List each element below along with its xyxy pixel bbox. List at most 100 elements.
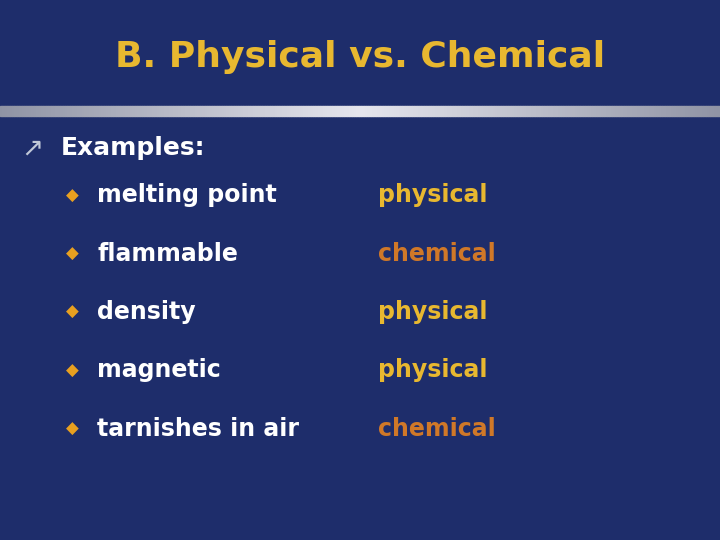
Bar: [212, 106, 215, 116]
Bar: [590, 106, 593, 116]
Bar: [200, 106, 202, 116]
Bar: [383, 106, 385, 116]
Bar: [7, 106, 9, 116]
Bar: [330, 106, 333, 116]
Bar: [238, 106, 240, 116]
Bar: [171, 106, 174, 116]
Bar: [546, 106, 549, 116]
Bar: [142, 106, 145, 116]
Bar: [277, 106, 279, 116]
Text: physical: physical: [378, 184, 487, 207]
Bar: [542, 106, 544, 116]
Bar: [130, 106, 132, 116]
Bar: [178, 106, 181, 116]
Bar: [573, 106, 575, 116]
Text: ◆: ◆: [66, 420, 78, 438]
Bar: [614, 106, 616, 116]
Bar: [715, 106, 718, 116]
Bar: [518, 106, 520, 116]
Bar: [474, 106, 477, 116]
Bar: [354, 106, 356, 116]
Bar: [306, 106, 308, 116]
Bar: [438, 106, 441, 116]
Bar: [477, 106, 480, 116]
Bar: [96, 106, 99, 116]
Bar: [240, 106, 243, 116]
Bar: [60, 106, 63, 116]
Bar: [602, 106, 604, 116]
Bar: [243, 106, 246, 116]
Bar: [436, 106, 438, 116]
Bar: [224, 106, 226, 116]
Bar: [104, 106, 106, 116]
Bar: [376, 106, 378, 116]
Bar: [251, 106, 253, 116]
Text: chemical: chemical: [378, 417, 496, 441]
Bar: [292, 106, 294, 116]
Bar: [299, 106, 301, 116]
Bar: [313, 106, 315, 116]
Bar: [359, 106, 361, 116]
Bar: [385, 106, 387, 116]
Bar: [395, 106, 397, 116]
Bar: [412, 106, 414, 116]
Bar: [270, 106, 272, 116]
Bar: [36, 106, 39, 116]
Bar: [552, 106, 554, 116]
Bar: [347, 106, 349, 116]
Bar: [335, 106, 337, 116]
Bar: [195, 106, 197, 116]
Bar: [513, 106, 516, 116]
Bar: [392, 106, 395, 116]
Text: physical: physical: [378, 359, 487, 382]
Bar: [152, 106, 154, 116]
Bar: [523, 106, 525, 116]
Bar: [670, 106, 672, 116]
Bar: [315, 106, 318, 116]
Bar: [24, 106, 27, 116]
Bar: [703, 106, 706, 116]
Bar: [660, 106, 662, 116]
Bar: [634, 106, 636, 116]
Bar: [464, 106, 467, 116]
Bar: [132, 106, 135, 116]
Bar: [364, 106, 366, 116]
Bar: [210, 106, 212, 116]
Bar: [582, 106, 585, 116]
Bar: [127, 106, 130, 116]
Bar: [17, 106, 19, 116]
Bar: [455, 106, 457, 116]
Bar: [571, 106, 573, 116]
Bar: [138, 106, 140, 116]
Text: magnetic: magnetic: [97, 359, 221, 382]
Bar: [544, 106, 546, 116]
Bar: [469, 106, 472, 116]
Bar: [616, 106, 619, 116]
Bar: [657, 106, 660, 116]
Bar: [387, 106, 390, 116]
Bar: [14, 106, 17, 116]
Bar: [188, 106, 190, 116]
Bar: [689, 106, 691, 116]
Bar: [253, 106, 256, 116]
Text: flammable: flammable: [97, 242, 238, 266]
Bar: [559, 106, 561, 116]
Text: physical: physical: [378, 300, 487, 324]
Bar: [484, 106, 487, 116]
Bar: [39, 106, 41, 116]
Bar: [231, 106, 233, 116]
Bar: [410, 106, 412, 116]
Bar: [109, 106, 111, 116]
Bar: [564, 106, 566, 116]
Bar: [204, 106, 207, 116]
Bar: [539, 106, 542, 116]
Bar: [168, 106, 171, 116]
Bar: [619, 106, 621, 116]
Bar: [677, 106, 679, 116]
Bar: [19, 106, 22, 116]
Bar: [323, 106, 325, 116]
Bar: [421, 106, 424, 116]
Bar: [527, 106, 530, 116]
Bar: [43, 106, 46, 116]
Bar: [349, 106, 351, 116]
